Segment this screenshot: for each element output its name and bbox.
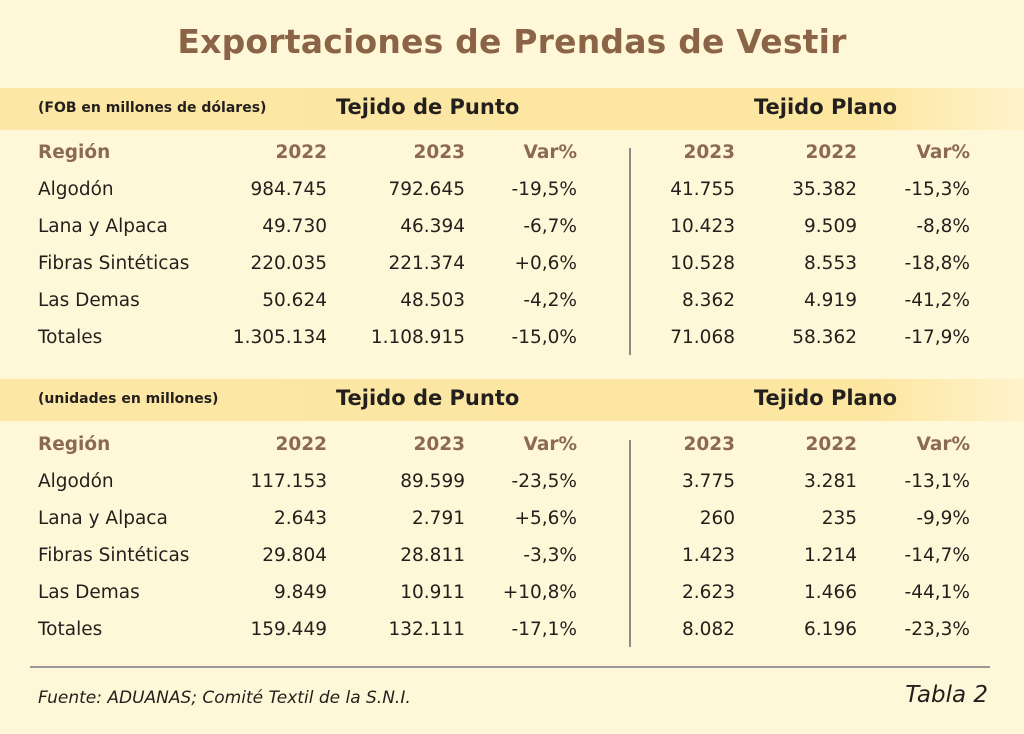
table-cell: -15,3% (904, 179, 970, 200)
column-header: Var% (523, 142, 577, 163)
table-cell: 1.466 (804, 582, 857, 603)
table-cell: -17,1% (511, 619, 577, 640)
column-header: 2022 (275, 434, 328, 455)
table-cell: -17,9% (904, 327, 970, 348)
table-cell: 8.362 (682, 290, 735, 311)
source-note: Fuente: ADUANAS; Comité Textil de la S.N… (38, 688, 411, 708)
table-cell: 46.394 (400, 216, 465, 237)
row-label: Lana y Alpaca (38, 508, 168, 529)
table-cell: 984.745 (250, 179, 327, 200)
row-label: Totales (38, 619, 103, 640)
table-cell: 29.804 (262, 545, 327, 566)
table-cell: 1.305.134 (232, 327, 327, 348)
row-label: Algodón (38, 471, 114, 492)
group-label-tejido-punto: Tejido de Punto (336, 95, 520, 119)
table-cell: 9.849 (274, 582, 327, 603)
group-label-tejido-plano: Tejido Plano (754, 386, 898, 410)
table-cell: 41.755 (670, 179, 735, 200)
bottom-divider (30, 666, 990, 668)
table-cell: 10.911 (400, 582, 465, 603)
unit-label: (FOB en millones de dólares) (38, 100, 267, 116)
table-cell: 48.503 (400, 290, 465, 311)
section-header-band: (FOB en millones de dólares) Tejido de Pu… (0, 88, 1024, 130)
table-cell: 8.553 (804, 253, 857, 274)
table-cell: 28.811 (400, 545, 465, 566)
table-cell: 235 (821, 508, 857, 529)
table-cell: -6,7% (523, 216, 577, 237)
table-cell: 220.035 (250, 253, 327, 274)
table-cell: -44,1% (904, 582, 970, 603)
group-label-tejido-punto: Tejido de Punto (336, 386, 520, 410)
column-header: 2022 (805, 142, 858, 163)
table-cell: -19,5% (511, 179, 577, 200)
table-cell: +0,6% (514, 253, 577, 274)
page-title: Exportaciones de Prendas de Vestir (177, 22, 847, 61)
table-cell: 1.214 (804, 545, 857, 566)
table-cell: 10.423 (670, 216, 735, 237)
table-cell: -41,2% (904, 290, 970, 311)
unit-label: (unidades en millones) (38, 391, 219, 407)
table-cell: 4.919 (804, 290, 857, 311)
section-header-band: (unidades en millones) Tejido de Punto Tej… (0, 379, 1024, 421)
table-cell: -15,0% (511, 327, 577, 348)
table-cell: 50.624 (262, 290, 327, 311)
table-cell: 2.623 (682, 582, 735, 603)
table-cell: 159.449 (250, 619, 327, 640)
table-cell: 49.730 (262, 216, 327, 237)
table-cell: 3.281 (804, 471, 857, 492)
row-label: Las Demas (38, 290, 140, 311)
column-header: Var% (916, 434, 970, 455)
column-header: Región (38, 434, 111, 455)
table-cell: 10.528 (670, 253, 735, 274)
column-header: Var% (523, 434, 577, 455)
table-cell: -23,5% (511, 471, 577, 492)
group-label-tejido-plano: Tejido Plano (754, 95, 898, 119)
table-cell: 1.423 (682, 545, 735, 566)
column-header: Región (38, 142, 111, 163)
table-cell: -8,8% (916, 216, 970, 237)
table-cell: -9,9% (916, 508, 970, 529)
row-label: Fibras Sintéticas (38, 545, 190, 566)
table-cell: 117.153 (250, 471, 327, 492)
table-cell: -3,3% (523, 545, 577, 566)
table-cell: -13,1% (904, 471, 970, 492)
table-cell: 9.509 (804, 216, 857, 237)
column-header: 2022 (275, 142, 328, 163)
row-label: Las Demas (38, 582, 140, 603)
row-label: Totales (38, 327, 103, 348)
column-header: 2023 (683, 142, 736, 163)
row-label: Algodón (38, 179, 114, 200)
table-cell: -18,8% (904, 253, 970, 274)
table-cell: 221.374 (388, 253, 465, 274)
column-header: 2023 (413, 142, 466, 163)
table-cell: -4,2% (523, 290, 577, 311)
table-cell: +5,6% (514, 508, 577, 529)
row-label: Lana y Alpaca (38, 216, 168, 237)
row-label: Fibras Sintéticas (38, 253, 190, 274)
table-label: Tabla 2 (905, 682, 988, 708)
column-header: Var% (916, 142, 970, 163)
table-cell: -14,7% (904, 545, 970, 566)
table-cell: -23,3% (904, 619, 970, 640)
table-cell: 1.108.915 (370, 327, 465, 348)
table-cell: 8.082 (682, 619, 735, 640)
table-cell: 89.599 (400, 471, 465, 492)
column-header: 2023 (683, 434, 736, 455)
table-cell: 2.643 (274, 508, 327, 529)
table-cell: 35.382 (792, 179, 857, 200)
table-cell: 792.645 (388, 179, 465, 200)
table-cell: 71.068 (670, 327, 735, 348)
table-cell: 132.111 (388, 619, 465, 640)
column-header: 2022 (805, 434, 858, 455)
table-cell: 2.791 (412, 508, 465, 529)
table-cell: 260 (699, 508, 735, 529)
column-header: 2023 (413, 434, 466, 455)
table-cell: 3.775 (682, 471, 735, 492)
table-cell: +10,8% (502, 582, 577, 603)
table-cell: 58.362 (792, 327, 857, 348)
column-divider (629, 148, 631, 355)
column-divider (629, 440, 631, 647)
table-cell: 6.196 (804, 619, 857, 640)
